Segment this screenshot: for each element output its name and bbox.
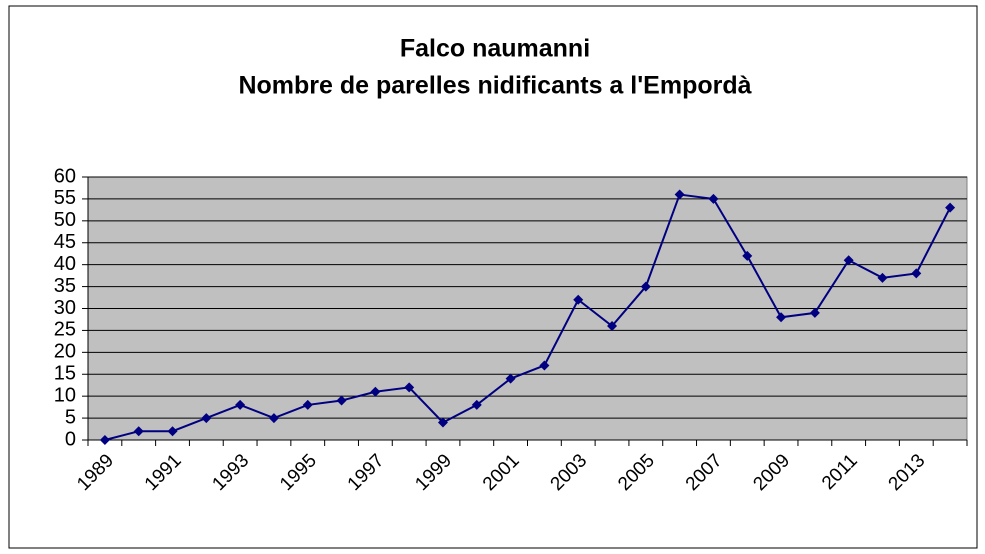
- data-point: [471, 399, 482, 410]
- y-tick-label: 50: [54, 209, 76, 231]
- data-point: [877, 272, 888, 283]
- data-point: [133, 426, 144, 437]
- data-point: [370, 386, 381, 397]
- data-point: [945, 202, 956, 213]
- y-tick-label: 60: [54, 165, 76, 187]
- data-point: [573, 294, 584, 305]
- data-point: [809, 307, 820, 318]
- y-tick-label: 0: [65, 428, 76, 450]
- data-point: [911, 268, 922, 279]
- data-point: [235, 399, 246, 410]
- data-point: [776, 312, 787, 323]
- data-point: [404, 382, 415, 393]
- data-point: [505, 373, 516, 384]
- y-tick-label: 45: [54, 231, 76, 253]
- y-tick-label: 40: [54, 253, 76, 275]
- y-tick-label: 55: [54, 187, 76, 209]
- y-tick-label: 35: [54, 275, 76, 297]
- data-point: [268, 413, 279, 424]
- data-point: [607, 321, 618, 332]
- data-point: [843, 255, 854, 266]
- data-point: [201, 413, 212, 424]
- data-point: [167, 426, 178, 437]
- chart-title: Falco naumanni: [400, 35, 590, 63]
- y-tick-label: 5: [65, 406, 76, 428]
- y-tick-label: 25: [54, 319, 76, 341]
- y-tick-label: 10: [54, 384, 76, 406]
- data-point: [674, 189, 685, 200]
- data-point: [539, 360, 550, 371]
- chart-subtitle: Nombre de parelles nidificants a l'Empor…: [238, 72, 751, 100]
- data-point: [99, 435, 110, 445]
- data-point: [640, 281, 651, 292]
- data-line: [104, 193, 951, 441]
- y-tick-label: 30: [54, 297, 76, 319]
- y-tick-label: 20: [54, 341, 76, 363]
- data-point: [742, 250, 753, 261]
- data-point: [437, 417, 448, 428]
- data-point: [708, 193, 719, 204]
- y-tick-label: 15: [54, 363, 76, 385]
- data-point: [302, 399, 313, 410]
- data-point: [336, 395, 347, 406]
